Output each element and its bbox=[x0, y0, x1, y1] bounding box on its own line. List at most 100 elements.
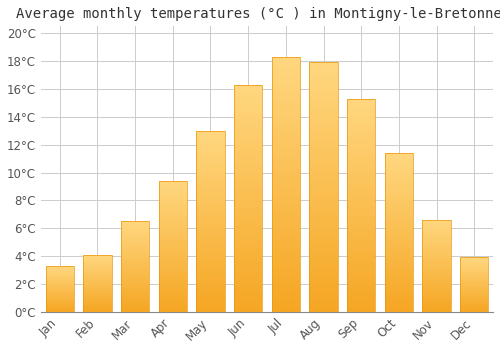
Bar bbox=[384, 170, 413, 172]
Bar bbox=[384, 285, 413, 286]
Bar bbox=[84, 255, 112, 312]
Bar bbox=[347, 263, 376, 265]
Bar bbox=[84, 297, 112, 298]
Bar bbox=[422, 238, 450, 239]
Bar bbox=[310, 284, 338, 287]
Bar bbox=[121, 307, 150, 308]
Bar bbox=[158, 265, 187, 266]
Bar bbox=[384, 254, 413, 256]
Bar bbox=[121, 295, 150, 296]
Bar bbox=[310, 160, 338, 162]
Bar bbox=[46, 269, 74, 270]
Bar bbox=[347, 301, 376, 303]
Bar bbox=[384, 261, 413, 262]
Bar bbox=[121, 270, 150, 271]
Bar bbox=[384, 162, 413, 164]
Bar bbox=[384, 282, 413, 283]
Bar bbox=[234, 273, 262, 275]
Bar bbox=[384, 256, 413, 258]
Bar bbox=[422, 254, 450, 255]
Bar bbox=[384, 242, 413, 244]
Bar bbox=[384, 166, 413, 167]
Bar bbox=[422, 231, 450, 232]
Bar bbox=[272, 164, 300, 167]
Bar bbox=[196, 266, 224, 268]
Bar bbox=[234, 150, 262, 153]
Bar bbox=[121, 229, 150, 230]
Bar bbox=[384, 153, 413, 312]
Bar bbox=[310, 147, 338, 150]
Bar bbox=[158, 238, 187, 240]
Bar bbox=[84, 287, 112, 288]
Bar bbox=[422, 270, 450, 271]
Bar bbox=[234, 214, 262, 216]
Bar bbox=[310, 175, 338, 177]
Bar bbox=[121, 249, 150, 250]
Bar bbox=[347, 128, 376, 131]
Bar bbox=[46, 297, 74, 298]
Bar bbox=[347, 305, 376, 308]
Bar bbox=[158, 256, 187, 257]
Bar bbox=[234, 187, 262, 189]
Bar bbox=[272, 133, 300, 136]
Bar bbox=[272, 136, 300, 139]
Bar bbox=[196, 214, 224, 216]
Bar bbox=[422, 272, 450, 273]
Bar bbox=[158, 274, 187, 275]
Bar bbox=[347, 150, 376, 152]
Bar bbox=[158, 258, 187, 259]
Bar bbox=[422, 303, 450, 304]
Bar bbox=[121, 259, 150, 260]
Bar bbox=[384, 169, 413, 170]
Bar bbox=[196, 176, 224, 178]
Bar bbox=[422, 305, 450, 306]
Bar bbox=[234, 85, 262, 87]
Bar bbox=[422, 274, 450, 275]
Bar bbox=[422, 220, 450, 312]
Bar bbox=[272, 235, 300, 238]
Bar bbox=[272, 126, 300, 128]
Bar bbox=[422, 261, 450, 262]
Bar bbox=[46, 278, 74, 279]
Bar bbox=[234, 300, 262, 303]
Bar bbox=[422, 285, 450, 286]
Bar bbox=[422, 222, 450, 223]
Bar bbox=[234, 98, 262, 101]
Bar bbox=[272, 248, 300, 251]
Bar bbox=[460, 269, 488, 270]
Bar bbox=[196, 268, 224, 270]
Bar bbox=[46, 266, 74, 267]
Bar bbox=[121, 272, 150, 273]
Bar bbox=[196, 292, 224, 294]
Bar bbox=[234, 153, 262, 155]
Bar bbox=[234, 264, 262, 266]
Bar bbox=[422, 246, 450, 247]
Bar bbox=[460, 258, 488, 259]
Bar bbox=[310, 274, 338, 277]
Bar bbox=[460, 264, 488, 265]
Bar bbox=[422, 237, 450, 238]
Bar bbox=[384, 229, 413, 231]
Bar bbox=[384, 199, 413, 201]
Bar bbox=[158, 268, 187, 270]
Bar bbox=[460, 271, 488, 272]
Bar bbox=[158, 261, 187, 262]
Bar bbox=[460, 270, 488, 271]
Bar bbox=[422, 273, 450, 274]
Bar bbox=[234, 287, 262, 289]
Bar bbox=[46, 270, 74, 271]
Bar bbox=[384, 279, 413, 280]
Bar bbox=[46, 304, 74, 305]
Bar bbox=[158, 241, 187, 243]
Bar bbox=[272, 279, 300, 281]
Bar bbox=[384, 220, 413, 221]
Bar bbox=[84, 304, 112, 305]
Bar bbox=[310, 302, 338, 304]
Bar bbox=[272, 75, 300, 77]
Bar bbox=[310, 192, 338, 195]
Bar bbox=[347, 156, 376, 158]
Bar bbox=[234, 298, 262, 300]
Bar bbox=[158, 204, 187, 206]
Bar bbox=[234, 239, 262, 241]
Bar bbox=[84, 298, 112, 299]
